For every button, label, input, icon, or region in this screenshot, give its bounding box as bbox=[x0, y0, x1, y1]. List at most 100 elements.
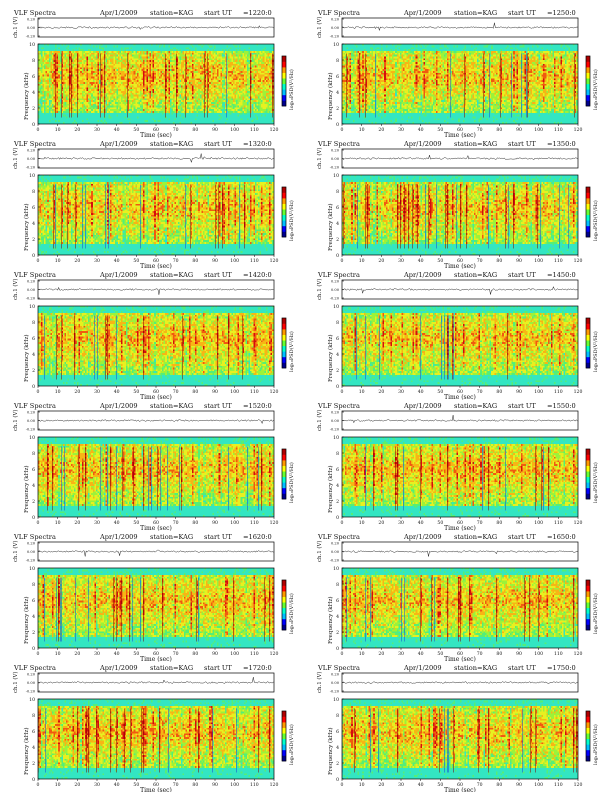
time-tick-label: 40 bbox=[418, 389, 424, 395]
waveform-axis-label: ch.1 (V) bbox=[12, 148, 19, 169]
colorbar-swatch bbox=[282, 460, 286, 466]
time-tick-label: 80 bbox=[192, 389, 198, 395]
waveform-frame bbox=[341, 672, 579, 693]
frequency-tick-label: 8 bbox=[32, 582, 35, 588]
colorbar-swatch bbox=[586, 487, 590, 494]
colorbar-swatch bbox=[282, 476, 286, 483]
colorbar-swatch bbox=[282, 83, 286, 90]
time-tick-label: 20 bbox=[378, 258, 384, 264]
time-tick-label: 50 bbox=[437, 782, 443, 788]
frequency-tick-label: 6 bbox=[336, 205, 339, 211]
panel-title: VLF Spectra bbox=[317, 271, 360, 279]
time-tick-label: 100 bbox=[534, 782, 543, 788]
time-tick-label: 90 bbox=[516, 389, 522, 395]
waveform-trace bbox=[37, 549, 275, 557]
panel-start-label: start UT bbox=[508, 402, 536, 410]
colorbar-swatch bbox=[586, 209, 590, 216]
frequency-tick-label: 10 bbox=[29, 173, 35, 179]
waveform-tick-label: 0.00 bbox=[331, 681, 340, 685]
waveform-tick-label: -0.20 bbox=[26, 297, 36, 301]
frequency-tick-label: 10 bbox=[333, 304, 339, 310]
panel-start-label: start UT bbox=[508, 9, 536, 17]
time-tick-label: 80 bbox=[496, 520, 502, 526]
colorbar-swatch bbox=[282, 187, 286, 193]
time-axis-label: Time (sec) bbox=[444, 394, 476, 401]
time-tick-label: 80 bbox=[192, 651, 198, 657]
waveform-trace bbox=[341, 285, 579, 295]
time-axis-label: Time (sec) bbox=[444, 787, 476, 792]
time-tick-label: 60 bbox=[457, 651, 463, 657]
colorbar-swatch bbox=[586, 738, 590, 745]
colorbar-swatch bbox=[282, 78, 286, 85]
waveform-frame bbox=[341, 410, 579, 431]
time-tick-label: 100 bbox=[534, 258, 543, 264]
frequency-tick-label: 8 bbox=[336, 582, 339, 588]
waveform-tick-label: 0.00 bbox=[331, 288, 340, 292]
panel-start-label: start UT bbox=[508, 140, 536, 148]
time-tick-label: 80 bbox=[192, 782, 198, 788]
waveform-axis-label: ch.1 (V) bbox=[316, 279, 323, 300]
waveform-tick-label: 0.20 bbox=[27, 18, 36, 22]
time-tick-label: 100 bbox=[534, 651, 543, 657]
waveform-axis-label: ch.1 (V) bbox=[12, 541, 19, 562]
colorbar-swatch bbox=[586, 596, 590, 603]
panel-station: station=KAG bbox=[150, 9, 193, 17]
time-tick-label: 90 bbox=[212, 258, 218, 264]
waveform-trace bbox=[341, 154, 579, 161]
frequency-axis-label: Frequency (kHz) bbox=[327, 72, 334, 120]
frequency-tick-label: 0 bbox=[336, 777, 339, 783]
time-tick-label: 10 bbox=[359, 127, 365, 133]
frequency-tick-label: 10 bbox=[333, 697, 339, 703]
colorbar-swatch bbox=[282, 493, 286, 500]
colorbar-swatch bbox=[282, 618, 286, 625]
panel-station: station=KAG bbox=[150, 533, 193, 541]
time-tick-label: 60 bbox=[153, 651, 159, 657]
colorbar-swatch bbox=[282, 231, 286, 238]
time-axis-label: Time (sec) bbox=[140, 132, 172, 139]
time-tick-label: 40 bbox=[418, 258, 424, 264]
waveform-tick-label: 0.00 bbox=[27, 419, 36, 423]
waveform-trace bbox=[37, 153, 275, 164]
spectrum-panel-svg: VLF Spectra Apr/1/2009 station=KAG start UT… bbox=[12, 664, 295, 792]
colorbar-swatch bbox=[282, 323, 286, 330]
frequency-tick-label: 8 bbox=[32, 451, 35, 457]
time-tick-label: 10 bbox=[55, 651, 61, 657]
time-tick-label: 60 bbox=[153, 389, 159, 395]
colorbar-label: log₁₀PSD(V²/Hz) bbox=[288, 724, 295, 765]
panel-start-time: =1350:0 bbox=[547, 140, 576, 148]
spectrum-panel: VLF Spectra Apr/1/2009 station=KAG start UT… bbox=[4, 137, 296, 270]
time-axis-label: Time (sec) bbox=[140, 394, 172, 401]
colorbar-swatch bbox=[282, 482, 286, 489]
colorbar-frame bbox=[585, 186, 591, 238]
time-tick-label: 20 bbox=[378, 520, 384, 526]
colorbar-swatch bbox=[282, 72, 286, 79]
colorbar-frame bbox=[585, 317, 591, 369]
colorbar-swatch bbox=[586, 362, 590, 369]
spectrogram-image bbox=[38, 437, 274, 517]
spectrum-panel: VLF Spectra Apr/1/2009 station=KAG start UT… bbox=[308, 137, 600, 270]
panel-start-label: start UT bbox=[204, 533, 232, 541]
spectrogram-image bbox=[38, 699, 274, 779]
time-tick-label: 10 bbox=[55, 127, 61, 133]
waveform-tick-label: 0.20 bbox=[27, 542, 36, 546]
time-tick-label: 30 bbox=[398, 520, 404, 526]
frequency-tick-label: 2 bbox=[336, 499, 339, 505]
frequency-tick-label: 8 bbox=[336, 189, 339, 195]
colorbar-swatch bbox=[586, 727, 590, 734]
time-tick-label: 30 bbox=[94, 389, 100, 395]
time-tick-label: 100 bbox=[230, 651, 239, 657]
waveform-tick-label: 0.00 bbox=[27, 157, 36, 161]
time-tick-label: 110 bbox=[250, 651, 259, 657]
time-tick-label: 10 bbox=[359, 520, 365, 526]
panel-title: VLF Spectra bbox=[13, 402, 56, 410]
time-tick-label: 30 bbox=[94, 782, 100, 788]
spectrum-panel: VLF Spectra Apr/1/2009 station=KAG start UT… bbox=[4, 661, 296, 792]
time-tick-label: 0 bbox=[37, 520, 40, 526]
time-tick-label: 90 bbox=[212, 651, 218, 657]
waveform-tick-label: 0.00 bbox=[27, 550, 36, 554]
frequency-tick-label: 6 bbox=[32, 598, 35, 604]
time-tick-label: 80 bbox=[496, 389, 502, 395]
colorbar-swatch bbox=[586, 618, 590, 625]
panel-start-time: =1250:0 bbox=[547, 9, 576, 17]
colorbar-swatch bbox=[282, 356, 286, 363]
